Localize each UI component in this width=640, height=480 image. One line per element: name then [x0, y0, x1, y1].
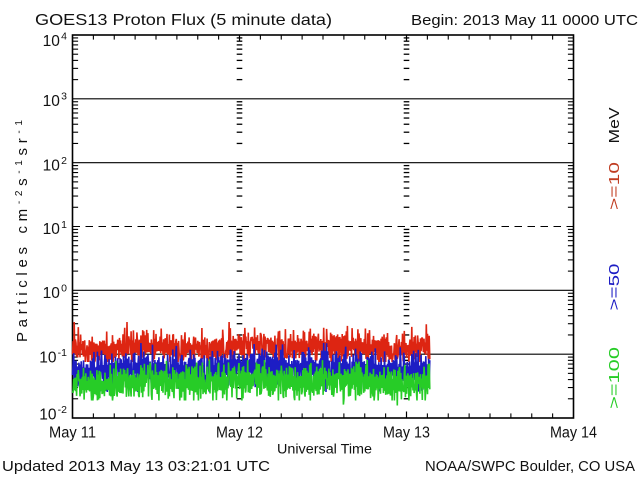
svg-text:-1: -1 — [58, 347, 67, 359]
svg-text:4: 4 — [61, 31, 67, 43]
svg-text:10: 10 — [43, 285, 61, 302]
svg-text:10: 10 — [43, 93, 61, 110]
svg-text:GOES13 Proton Flux (5 minute d: GOES13 Proton Flux (5 minute data) — [35, 12, 332, 29]
svg-text:May 12: May 12 — [216, 425, 263, 442]
svg-text:May 14: May 14 — [550, 425, 597, 442]
svg-text:MeV: MeV — [606, 108, 623, 144]
svg-text:Begin: 2013 May 11 0000 UTC: Begin: 2013 May 11 0000 UTC — [411, 12, 638, 29]
svg-text:>=100: >=100 — [606, 347, 623, 409]
svg-text:May 13: May 13 — [383, 425, 430, 442]
svg-text:Particles cm-2s-1sr-1: Particles cm-2s-1sr-1 — [14, 120, 31, 342]
svg-text:NOAA/SWPC Boulder, CO USA: NOAA/SWPC Boulder, CO USA — [425, 458, 635, 475]
svg-text:10: 10 — [43, 221, 61, 238]
svg-text:-2: -2 — [58, 404, 67, 416]
svg-text:10: 10 — [39, 349, 57, 366]
svg-text:>=50: >=50 — [606, 264, 623, 311]
svg-text:10: 10 — [43, 157, 61, 174]
svg-text:3: 3 — [61, 91, 67, 103]
svg-text:1: 1 — [61, 219, 67, 231]
svg-text:10: 10 — [39, 407, 57, 424]
svg-text:May 11: May 11 — [49, 425, 96, 442]
svg-text:0: 0 — [61, 283, 67, 295]
svg-text:10: 10 — [43, 33, 61, 50]
svg-text:2: 2 — [61, 155, 67, 167]
svg-text:>=10: >=10 — [606, 162, 623, 210]
svg-text:Universal Time: Universal Time — [277, 442, 372, 457]
svg-text:Updated 2013 May 13 03:21:01 U: Updated 2013 May 13 03:21:01 UTC — [2, 458, 270, 475]
